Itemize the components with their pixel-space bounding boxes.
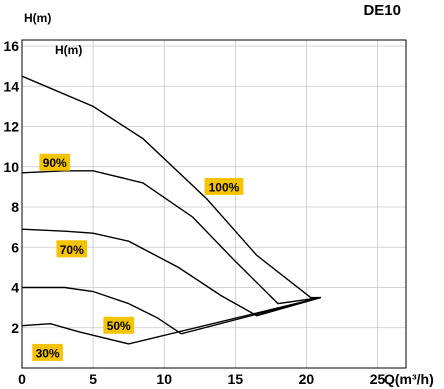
curve-50-percent (22, 286, 321, 335)
curve-label-text: 30% (36, 346, 60, 360)
x-tick-label: 5 (89, 371, 97, 387)
y-tick-label: 12 (3, 119, 19, 135)
y-axis-label: H(m) (24, 11, 51, 25)
curve-label-90-percent: 90% (39, 153, 71, 171)
y-tick-label: 4 (11, 280, 19, 296)
grid-lines (22, 40, 406, 368)
x-tick-label: 15 (228, 371, 244, 387)
curve-label-30-percent: 30% (32, 343, 63, 361)
x-tick-label: 25 (370, 371, 386, 387)
inner-y-axis-label: H(m) (55, 43, 82, 57)
x-axis-label: Q(m³/h) (384, 371, 434, 387)
y-tick-label: 16 (3, 38, 19, 54)
x-tick-label: 10 (156, 371, 172, 387)
curve-label-background (204, 177, 244, 195)
curve-label-background (56, 240, 88, 258)
curve-label-background (39, 153, 71, 171)
curve-100-percent (21, 75, 321, 299)
curve-label-70-percent: 70% (56, 240, 88, 258)
curve-label-100-percent: 100% (204, 177, 244, 195)
curve-90-percent (21, 170, 321, 305)
chart-title: DE10 (363, 2, 401, 19)
curve-label-background (103, 316, 135, 334)
curve-30-percent (21, 296, 321, 345)
x-tick-label: 20 (299, 371, 315, 387)
y-tick-label: 8 (11, 199, 19, 215)
curve-label-text: 70% (60, 243, 84, 257)
curve-label-50-percent: 50% (103, 316, 135, 334)
curve-label-text: 100% (209, 180, 240, 194)
curve-label-text: 50% (107, 319, 131, 333)
y-tick-label: 14 (3, 78, 19, 94)
axis-ticks: 0 5 10 15 20 25 2 4 6 8 10 12 14 16 (3, 38, 385, 387)
y-tick-label: 2 (11, 320, 19, 336)
x-tick-label: 0 (18, 371, 26, 387)
performance-curves (21, 75, 321, 345)
plot-frame (21, 39, 407, 369)
y-tick-label: 10 (3, 159, 19, 175)
curve-70-percent (21, 228, 321, 317)
curve-labels: 100% 90% 70% 50% 30% (32, 153, 244, 361)
curve-label-text: 90% (43, 156, 67, 170)
y-tick-label: 6 (11, 239, 19, 255)
curve-label-background (32, 343, 63, 361)
